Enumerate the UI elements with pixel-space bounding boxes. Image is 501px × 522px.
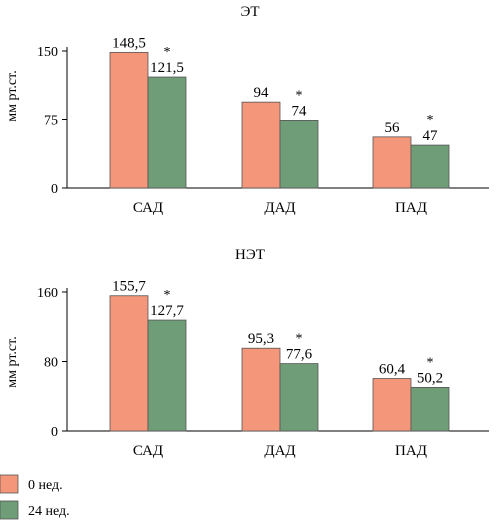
value-label-0-0-1: 121,5 xyxy=(150,60,184,76)
y-tick-label-0-0: 0 xyxy=(51,182,58,197)
category-label-0-0: САД xyxy=(133,200,163,216)
chart-title-0: ЭТ xyxy=(240,4,259,20)
significance-marker-1-2: * xyxy=(427,355,434,370)
value-label-0-1-1: 74 xyxy=(292,103,308,119)
bar-1-0-1 xyxy=(147,319,187,432)
value-label-1-1-1: 77,6 xyxy=(286,347,313,363)
chart-title-1: НЭТ xyxy=(235,247,265,263)
value-label-1-2-1: 50,2 xyxy=(417,370,443,386)
bar-1-1-1 xyxy=(279,363,319,432)
value-label-0-0-0: 148,5 xyxy=(112,35,146,51)
significance-marker-0-1: * xyxy=(296,88,303,103)
category-label-0-1: ДАД xyxy=(264,200,295,216)
bar-0-0-0 xyxy=(109,51,149,189)
bar-0-1-1 xyxy=(279,120,319,189)
y-axis-label-1: мм рт.ст. xyxy=(5,336,20,387)
y-tick-label-0-2: 150 xyxy=(37,45,58,60)
y-tick-label-1-1: 80 xyxy=(44,356,58,371)
y-tick-label-1-0: 0 xyxy=(51,425,58,440)
value-label-1-0-0: 155,7 xyxy=(112,279,146,295)
bar-1-2-1 xyxy=(410,386,450,432)
legend-label-0: 0 нед. xyxy=(28,478,63,493)
legend-swatch-1 xyxy=(0,500,19,520)
bar-0-2-1 xyxy=(410,144,450,189)
bar-0-0-1 xyxy=(147,76,187,189)
significance-marker-1-0: * xyxy=(164,288,171,303)
category-label-1-1: ДАД xyxy=(264,443,295,459)
value-label-1-1-0: 95,3 xyxy=(248,331,274,347)
significance-marker-0-0: * xyxy=(164,45,171,60)
bar-1-0-0 xyxy=(109,295,149,432)
bar-1-1-0 xyxy=(241,347,281,432)
category-label-0-2: ПАД xyxy=(395,200,427,216)
value-label-1-0-1: 127,7 xyxy=(150,303,184,319)
significance-marker-1-1: * xyxy=(296,332,303,347)
significance-marker-0-2: * xyxy=(427,113,434,128)
legend-label-1: 24 нед. xyxy=(28,504,70,519)
y-axis-label-0: мм рт.ст. xyxy=(5,70,20,121)
value-label-0-1-0: 94 xyxy=(254,85,270,101)
bar-1-2-0 xyxy=(372,378,412,432)
y-tick-label-1-2: 160 xyxy=(37,286,58,301)
bar-0-1-0 xyxy=(241,101,281,189)
category-label-1-2: ПАД xyxy=(395,443,427,459)
category-label-1-0: САД xyxy=(133,443,163,459)
bar-0-2-0 xyxy=(372,136,412,189)
y-tick-label-0-1: 75 xyxy=(44,114,58,129)
legend-swatch-0 xyxy=(0,474,19,494)
value-label-0-2-1: 47 xyxy=(423,128,439,144)
value-label-0-2-0: 56 xyxy=(385,120,401,136)
value-label-1-2-0: 60,4 xyxy=(379,362,406,378)
